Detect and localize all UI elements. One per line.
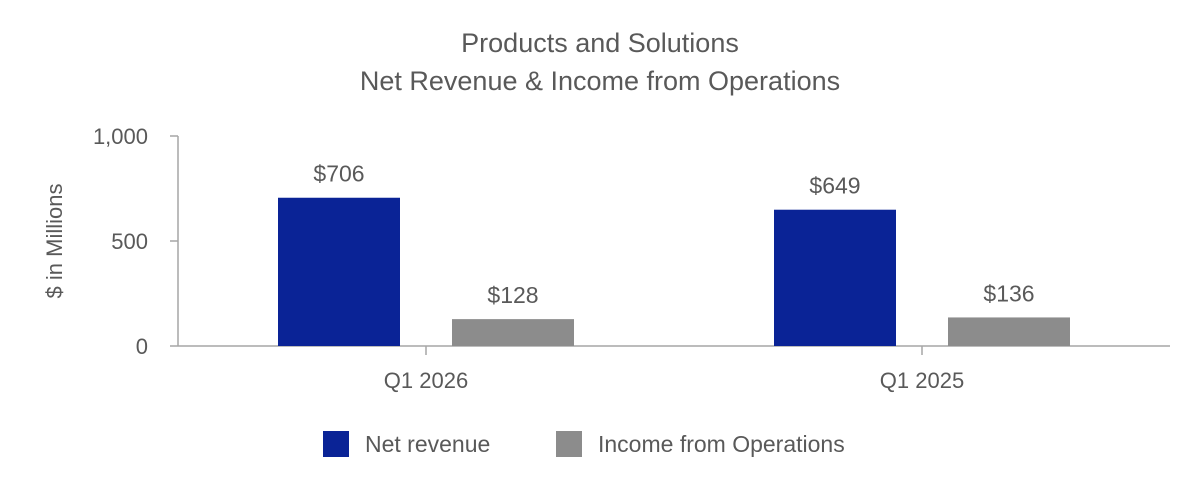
legend-label: Net revenue xyxy=(365,431,490,457)
x-axis: Q1 2026 Q1 2025 xyxy=(178,345,1170,393)
legend: Net revenue Income from Operations xyxy=(323,431,845,457)
y-axis: 0 500 1,000 xyxy=(93,124,179,359)
y-tick-label: 1,000 xyxy=(93,124,148,149)
data-label: $136 xyxy=(983,280,1034,306)
bars: $706 $649 $128 $136 xyxy=(278,161,1070,346)
data-label: $649 xyxy=(809,173,860,199)
bar-net-revenue xyxy=(774,209,896,346)
y-tick-label: 500 xyxy=(111,229,148,254)
data-label: $128 xyxy=(487,282,538,308)
bar-net-revenue xyxy=(278,197,400,346)
y-tick-label: 0 xyxy=(136,334,148,359)
x-tick-label: Q1 2025 xyxy=(880,368,964,393)
y-axis-title: $ in Millions xyxy=(42,184,67,299)
bar-income-from-operations xyxy=(452,319,574,346)
data-label: $706 xyxy=(313,161,364,187)
legend-swatch xyxy=(556,431,582,457)
x-tick-label: Q1 2026 xyxy=(384,368,468,393)
chart-title-line-2: Net Revenue & Income from Operations xyxy=(360,66,840,96)
bar-income-from-operations xyxy=(948,317,1070,346)
legend-label: Income from Operations xyxy=(598,431,845,457)
chart-title-line-1: Products and Solutions xyxy=(461,28,739,58)
legend-swatch xyxy=(323,431,349,457)
